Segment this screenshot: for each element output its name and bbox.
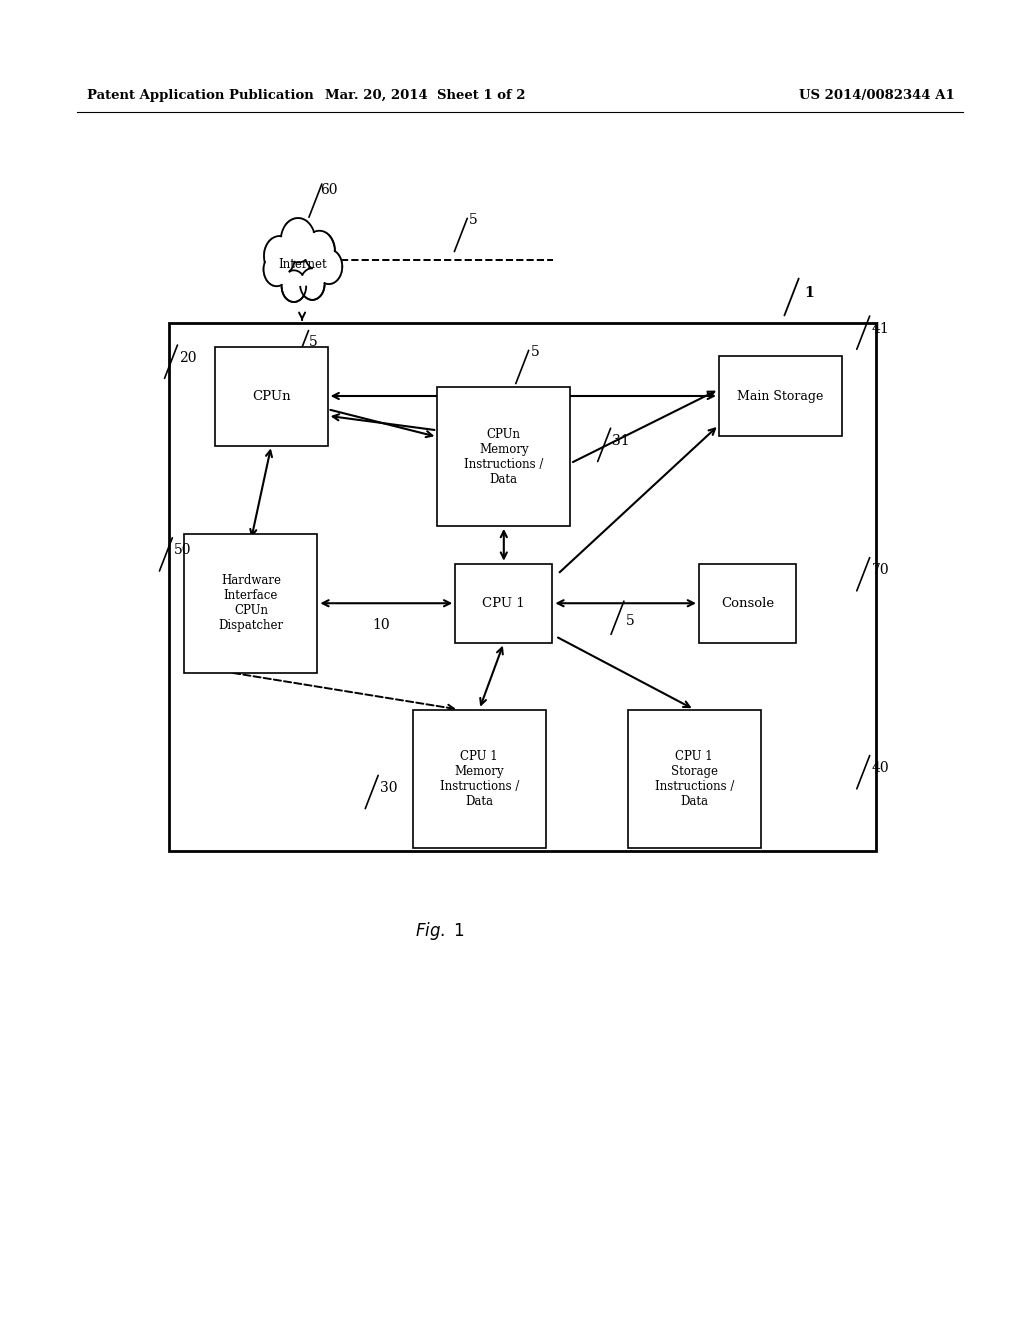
Text: 31: 31 [612, 434, 630, 447]
Text: CPU 1: CPU 1 [482, 597, 525, 610]
FancyBboxPatch shape [719, 356, 842, 436]
Text: $\mathit{Fig.}\ \mathit{1}$: $\mathit{Fig.}\ \mathit{1}$ [416, 920, 465, 941]
Text: 1: 1 [804, 286, 814, 300]
FancyBboxPatch shape [437, 388, 570, 525]
FancyBboxPatch shape [698, 564, 797, 643]
Text: Internet: Internet [279, 257, 328, 271]
FancyBboxPatch shape [628, 710, 761, 849]
Text: 30: 30 [380, 781, 397, 795]
FancyBboxPatch shape [455, 564, 553, 643]
FancyBboxPatch shape [215, 347, 328, 446]
FancyBboxPatch shape [169, 323, 876, 851]
FancyBboxPatch shape [413, 710, 546, 849]
Text: Mar. 20, 2014  Sheet 1 of 2: Mar. 20, 2014 Sheet 1 of 2 [325, 88, 525, 102]
Text: 40: 40 [871, 762, 889, 775]
Text: 41: 41 [871, 322, 889, 335]
Text: 5: 5 [469, 213, 478, 227]
Text: CPUn
Memory
Instructions /
Data: CPUn Memory Instructions / Data [464, 428, 544, 486]
Text: US 2014/0082344 A1: US 2014/0082344 A1 [799, 88, 954, 102]
Text: 20: 20 [179, 351, 197, 364]
Text: 5: 5 [309, 335, 318, 348]
Text: 5: 5 [530, 345, 540, 359]
Text: CPU 1
Memory
Instructions /
Data: CPU 1 Memory Instructions / Data [439, 750, 519, 808]
Text: Main Storage: Main Storage [737, 389, 823, 403]
Text: 60: 60 [321, 182, 338, 197]
FancyBboxPatch shape [184, 533, 317, 672]
Polygon shape [263, 218, 342, 286]
Text: 70: 70 [871, 564, 889, 577]
Text: 10: 10 [372, 618, 390, 632]
Text: Console: Console [721, 597, 774, 610]
Text: CPU 1
Storage
Instructions /
Data: CPU 1 Storage Instructions / Data [654, 750, 734, 808]
Text: Hardware
Interface
CPUn
Dispatcher: Hardware Interface CPUn Dispatcher [218, 574, 284, 632]
Text: 5: 5 [626, 614, 635, 628]
Text: Patent Application Publication: Patent Application Publication [87, 88, 313, 102]
Polygon shape [263, 218, 342, 286]
Text: 50: 50 [174, 544, 191, 557]
Text: CPUn: CPUn [252, 389, 291, 403]
